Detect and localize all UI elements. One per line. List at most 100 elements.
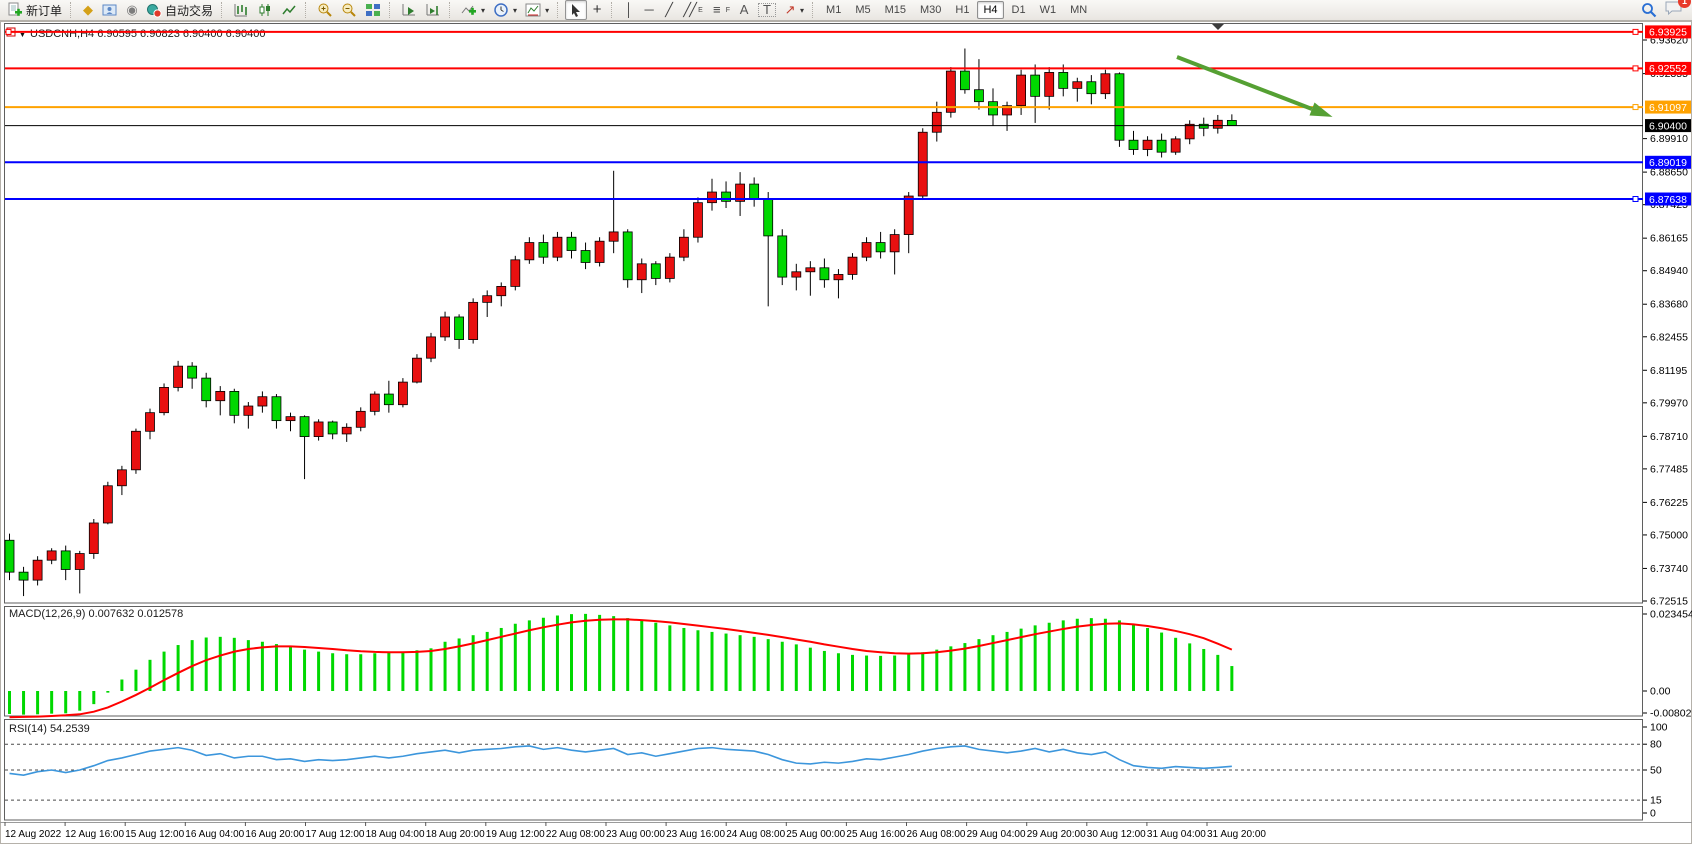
vertical-line-icon: │ bbox=[625, 2, 634, 17]
market-icon: ◆ bbox=[83, 2, 94, 17]
price-level-badge-label: 6.92552 bbox=[1649, 63, 1687, 75]
time-tick-label: 12 Aug 16:00 bbox=[65, 829, 124, 840]
timeframe-button-w1[interactable]: W1 bbox=[1039, 4, 1057, 16]
templates-button[interactable]: ▾ bbox=[521, 0, 553, 20]
candle-body bbox=[397, 381, 408, 406]
timeframe-button-m30[interactable]: M30 bbox=[920, 4, 942, 16]
vertical-line-tool-button[interactable]: │ bbox=[619, 0, 639, 20]
periods-button[interactable]: ▾ bbox=[489, 0, 521, 20]
line-handle[interactable] bbox=[1632, 65, 1639, 72]
candle-body bbox=[1142, 139, 1153, 150]
candle-body bbox=[594, 240, 605, 263]
signals-button[interactable]: ◉ bbox=[122, 0, 142, 20]
time-tick-label: 17 Aug 12:00 bbox=[306, 829, 365, 840]
candle-body bbox=[622, 231, 633, 281]
candle-body bbox=[1058, 72, 1069, 89]
chart-shift-icon bbox=[426, 4, 440, 16]
line-handle[interactable] bbox=[5, 28, 12, 35]
text-tool-button[interactable]: A bbox=[734, 0, 754, 20]
auto-scroll-button[interactable] bbox=[397, 0, 421, 20]
horizontal-line-tool-button[interactable]: ─ bbox=[639, 0, 659, 20]
search-icon[interactable] bbox=[1641, 2, 1657, 18]
candle-body bbox=[791, 271, 802, 278]
rsi-indicator-label: RSI(14) 54.2539 bbox=[9, 723, 90, 735]
candle-body bbox=[763, 198, 774, 237]
chart-shift-button[interactable] bbox=[421, 0, 445, 20]
label-tool-button[interactable]: T bbox=[754, 0, 780, 20]
tile-windows-button[interactable] bbox=[361, 0, 385, 20]
timeframe-button-m15[interactable]: M15 bbox=[884, 4, 907, 16]
candle-body bbox=[805, 267, 816, 273]
community-button[interactable] bbox=[98, 0, 122, 20]
time-tick-label: 18 Aug 04:00 bbox=[366, 829, 425, 840]
time-tick-label: 15 Aug 12:00 bbox=[125, 829, 184, 840]
candle-body bbox=[819, 267, 830, 281]
chevron-down-icon: ▾ bbox=[513, 5, 518, 15]
line-chart-button[interactable] bbox=[277, 0, 301, 20]
fibonacci-tool-button[interactable]: ≡ F bbox=[707, 0, 734, 20]
rsi-panel-border bbox=[4, 719, 1643, 821]
line-handle[interactable] bbox=[1632, 28, 1639, 35]
zoom-out-button[interactable] bbox=[337, 0, 361, 20]
candle-body bbox=[650, 263, 661, 279]
time-tick-label: 23 Aug 16:00 bbox=[666, 829, 725, 840]
chat-button[interactable]: 1 bbox=[1665, 0, 1691, 20]
candlestick-chart-button[interactable] bbox=[253, 0, 277, 20]
rsi-tick-label: 15 bbox=[1650, 795, 1662, 807]
candle-body bbox=[903, 195, 914, 235]
template-icon bbox=[525, 3, 541, 17]
text-tool-icon: A bbox=[739, 2, 749, 17]
line-handle[interactable] bbox=[1632, 104, 1639, 111]
timeframe-button-m5[interactable]: M5 bbox=[855, 4, 871, 16]
rsi-line bbox=[9, 745, 1232, 776]
price-tick-label: 6.79970 bbox=[1650, 397, 1688, 409]
horizontal-line-icon: ─ bbox=[644, 2, 654, 17]
bar-chart-button[interactable] bbox=[229, 0, 253, 20]
candle-body bbox=[861, 242, 872, 258]
candle-body bbox=[412, 357, 422, 383]
timeframe-button-m1[interactable]: M1 bbox=[826, 4, 842, 16]
channel-tool-button[interactable]: ╱╱ E bbox=[679, 0, 707, 20]
candle-body bbox=[496, 286, 507, 297]
chart-shift-marker[interactable] bbox=[1212, 24, 1224, 30]
time-tick-label: 16 Aug 04:00 bbox=[185, 829, 244, 840]
toolbar-separator bbox=[221, 2, 225, 18]
candle-body bbox=[777, 235, 788, 278]
indicators-button[interactable]: ▾ bbox=[457, 0, 489, 20]
macd-signal-line bbox=[9, 618, 1233, 719]
chevron-down-icon: ▾ bbox=[800, 5, 805, 15]
candle-body bbox=[383, 393, 394, 406]
toolbar-separator bbox=[449, 2, 453, 18]
candle-body bbox=[4, 539, 15, 573]
crosshair-button[interactable]: + bbox=[587, 0, 607, 20]
new-order-button[interactable]: 新订单 bbox=[3, 0, 66, 20]
candle-body bbox=[510, 259, 521, 287]
candle-body bbox=[1156, 139, 1167, 153]
candle-body bbox=[960, 70, 970, 91]
timeframe-button-mn[interactable]: MN bbox=[1070, 4, 1088, 16]
price-level-badge bbox=[1645, 100, 1691, 114]
timeframe-button-d1[interactable]: D1 bbox=[1011, 4, 1026, 16]
cursor-button[interactable] bbox=[565, 0, 588, 20]
zoom-in-button[interactable] bbox=[313, 0, 337, 20]
price-tick-label: 6.73740 bbox=[1650, 563, 1688, 575]
candle-body bbox=[369, 393, 380, 412]
candle-body bbox=[833, 274, 844, 281]
candle-body bbox=[1212, 119, 1223, 129]
line-handle[interactable] bbox=[1632, 196, 1639, 203]
price-tick-label: 6.76225 bbox=[1650, 497, 1688, 509]
market-button[interactable]: ◆ bbox=[78, 0, 98, 20]
timeframe-button-h4[interactable]: H4 bbox=[977, 1, 1004, 19]
trend-arrow-line[interactable] bbox=[1176, 55, 1313, 111]
timeframe-button-h1[interactable]: H1 bbox=[955, 4, 970, 16]
arrows-tool-button[interactable]: ↗ ▾ bbox=[780, 0, 808, 20]
zoom-out-icon bbox=[342, 3, 356, 17]
autotrading-button[interactable]: 自动交易 bbox=[142, 0, 217, 20]
trendline-tool-button[interactable]: ╱ bbox=[659, 0, 679, 20]
chart-title-caret-icon[interactable]: ▼ bbox=[19, 32, 26, 39]
macd-tick-label: 0.00 bbox=[1650, 686, 1671, 698]
macd-panel-border bbox=[4, 606, 1643, 717]
candle-body bbox=[847, 256, 858, 275]
